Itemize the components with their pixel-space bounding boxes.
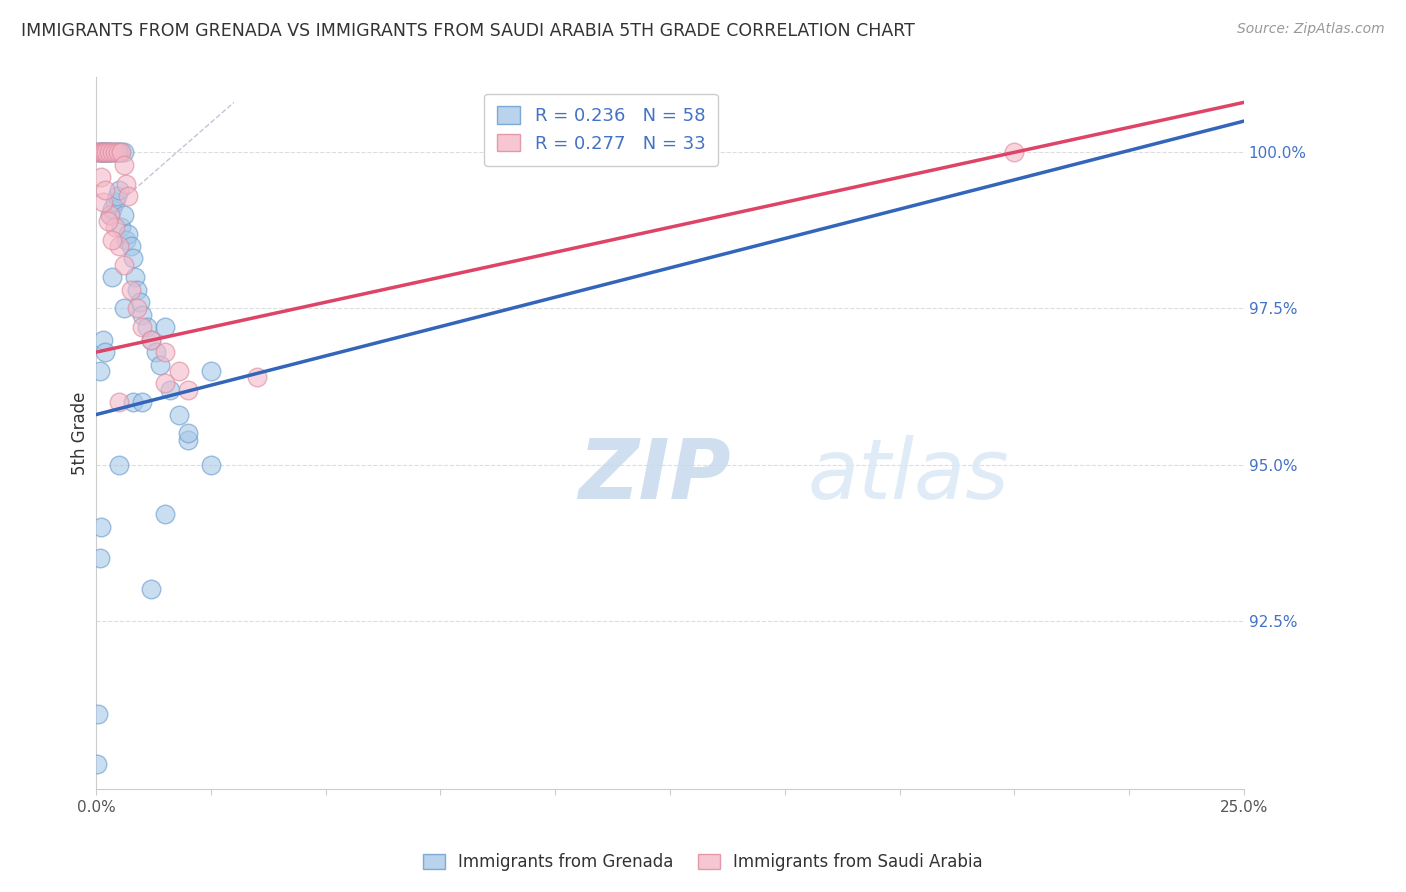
Point <box>103 220 125 235</box>
Point <box>110 145 132 160</box>
Point <box>153 376 176 391</box>
Point <box>127 301 149 316</box>
Point <box>87 145 110 160</box>
Point <box>110 145 132 160</box>
Point <box>89 145 111 160</box>
Point <box>200 364 222 378</box>
Point <box>97 214 120 228</box>
Point <box>127 283 149 297</box>
Point <box>94 345 117 359</box>
Point <box>177 426 200 441</box>
Point <box>112 158 135 172</box>
Point <box>96 145 118 160</box>
Point <box>98 208 121 222</box>
Point <box>94 183 117 197</box>
Point <box>96 145 118 160</box>
Point <box>108 239 131 253</box>
Point <box>117 189 139 203</box>
Point <box>86 757 108 772</box>
Point <box>98 145 121 160</box>
Point <box>131 395 153 409</box>
Point <box>124 270 146 285</box>
Point <box>177 383 200 397</box>
Point <box>101 145 124 160</box>
Point <box>87 145 110 160</box>
Point <box>167 364 190 378</box>
Point <box>131 308 153 322</box>
Point <box>90 145 112 160</box>
Point <box>141 582 163 597</box>
Point <box>101 202 124 216</box>
Point <box>90 145 112 160</box>
Point <box>108 183 131 197</box>
Point <box>98 208 121 222</box>
Point <box>91 145 114 160</box>
Point <box>101 233 124 247</box>
Point <box>101 270 124 285</box>
Legend: Immigrants from Grenada, Immigrants from Saudi Arabia: Immigrants from Grenada, Immigrants from… <box>415 845 991 880</box>
Text: Source: ZipAtlas.com: Source: ZipAtlas.com <box>1237 22 1385 37</box>
Point <box>101 145 124 160</box>
Point <box>128 295 150 310</box>
Point <box>112 208 135 222</box>
Text: IMMIGRANTS FROM GRENADA VS IMMIGRANTS FROM SAUDI ARABIA 5TH GRADE CORRELATION CH: IMMIGRANTS FROM GRENADA VS IMMIGRANTS FR… <box>21 22 915 40</box>
Point <box>110 220 132 235</box>
Point <box>159 383 181 397</box>
Point <box>105 189 128 203</box>
Point <box>153 320 176 334</box>
Point <box>153 345 176 359</box>
Point <box>93 145 115 160</box>
Point <box>103 145 125 160</box>
Point <box>87 707 110 722</box>
Point <box>115 177 138 191</box>
Point <box>94 145 117 160</box>
Point <box>112 145 135 160</box>
Point <box>112 258 135 272</box>
Point <box>89 551 111 566</box>
Point <box>112 301 135 316</box>
Point <box>115 233 138 247</box>
Point <box>108 145 131 160</box>
Text: ZIP: ZIP <box>578 435 731 516</box>
Point <box>200 458 222 472</box>
Point <box>120 283 142 297</box>
Point <box>117 227 139 241</box>
Point <box>135 320 157 334</box>
Point <box>105 145 128 160</box>
Point <box>131 320 153 334</box>
Point <box>91 333 114 347</box>
Point <box>98 145 121 160</box>
Point <box>91 195 114 210</box>
Point <box>89 145 111 160</box>
Point <box>107 145 129 160</box>
Point <box>103 195 125 210</box>
Point <box>141 333 163 347</box>
Text: atlas: atlas <box>807 435 1010 516</box>
Point <box>1002 145 1025 160</box>
Point <box>90 170 112 185</box>
Point <box>97 145 120 160</box>
Point <box>141 333 163 347</box>
Legend: R = 0.236   N = 58, R = 0.277   N = 33: R = 0.236 N = 58, R = 0.277 N = 33 <box>484 94 718 166</box>
Point <box>90 145 112 160</box>
Point <box>108 395 131 409</box>
Point <box>93 145 115 160</box>
Point <box>108 458 131 472</box>
Point <box>122 252 145 266</box>
Point <box>90 520 112 534</box>
Point <box>122 395 145 409</box>
Point <box>98 145 121 160</box>
Point <box>120 239 142 253</box>
Point <box>177 433 200 447</box>
Point <box>103 145 125 160</box>
Point <box>145 345 167 359</box>
Point <box>246 370 269 384</box>
Point <box>149 358 172 372</box>
Y-axis label: 5th Grade: 5th Grade <box>72 392 89 475</box>
Point <box>167 408 190 422</box>
Point <box>153 508 176 522</box>
Point <box>89 364 111 378</box>
